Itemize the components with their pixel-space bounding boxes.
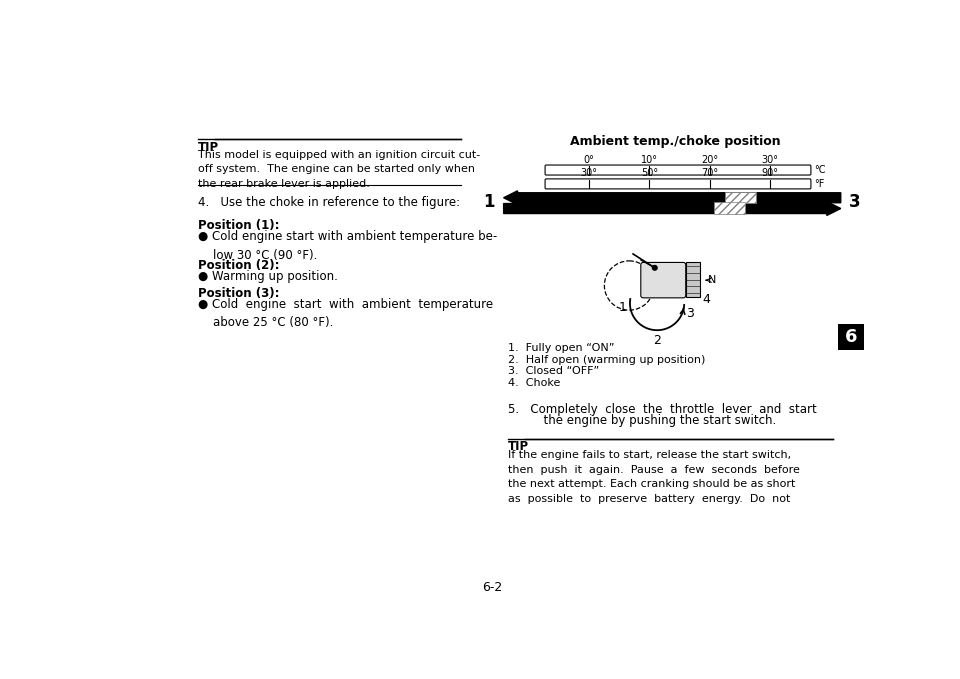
Text: 30°: 30° xyxy=(761,155,779,164)
Text: 10°: 10° xyxy=(641,155,658,164)
FancyBboxPatch shape xyxy=(641,262,685,298)
Text: 2.  Half open (warming up position): 2. Half open (warming up position) xyxy=(508,355,705,365)
Text: 6-2: 6-2 xyxy=(482,581,502,593)
Text: °C: °C xyxy=(814,165,826,175)
Text: 0°: 0° xyxy=(584,155,594,164)
Text: If the engine fails to start, release the start switch,
then  push  it  again.  : If the engine fails to start, release th… xyxy=(508,450,800,504)
Text: ● Cold  engine  start  with  ambient  temperature
    above 25 °C (80 °F).: ● Cold engine start with ambient tempera… xyxy=(198,298,492,329)
Text: 4.  Choke: 4. Choke xyxy=(508,378,560,388)
Text: This model is equipped with an ignition circuit cut-
off system.  The engine can: This model is equipped with an ignition … xyxy=(198,150,480,189)
Text: 5.   Completely  close  the  throttle  lever  and  start: 5. Completely close the throttle lever a… xyxy=(508,403,816,416)
Text: ● Cold engine start with ambient temperature be-
    low 30 °C (90 °F).: ● Cold engine start with ambient tempera… xyxy=(198,230,496,261)
Text: Ambient temp./choke position: Ambient temp./choke position xyxy=(569,135,780,149)
Text: N: N xyxy=(708,275,716,285)
Text: 3: 3 xyxy=(686,307,694,320)
Bar xyxy=(713,202,745,214)
Text: Position (1):: Position (1): xyxy=(198,219,279,232)
FancyBboxPatch shape xyxy=(545,179,811,189)
Text: 2: 2 xyxy=(653,334,661,347)
Text: °F: °F xyxy=(814,179,825,189)
Text: 30°: 30° xyxy=(581,168,597,179)
Text: 70°: 70° xyxy=(701,168,718,179)
Text: Position (2):: Position (2): xyxy=(198,259,279,272)
Text: Position (3):: Position (3): xyxy=(198,287,279,300)
Text: 1: 1 xyxy=(483,194,494,211)
Text: 3.  Closed “OFF”: 3. Closed “OFF” xyxy=(508,367,599,376)
FancyBboxPatch shape xyxy=(545,165,811,175)
FancyArrow shape xyxy=(504,191,841,204)
Bar xyxy=(838,324,864,350)
Bar xyxy=(685,262,700,297)
Text: 4.   Use the choke in reference to the figure:: 4. Use the choke in reference to the fig… xyxy=(198,196,460,209)
Text: 1: 1 xyxy=(618,301,627,314)
FancyArrow shape xyxy=(504,202,841,215)
Text: 3: 3 xyxy=(849,194,860,211)
Text: 90°: 90° xyxy=(761,168,779,179)
Text: TIP: TIP xyxy=(508,440,529,454)
Text: 50°: 50° xyxy=(640,168,658,179)
Text: the engine by pushing the start switch.: the engine by pushing the start switch. xyxy=(521,414,777,427)
Text: 20°: 20° xyxy=(701,155,718,164)
Circle shape xyxy=(653,265,657,270)
Text: 4: 4 xyxy=(702,293,709,306)
Text: TIP: TIP xyxy=(198,141,219,153)
Text: ● Warming up position.: ● Warming up position. xyxy=(198,270,337,283)
Text: 6: 6 xyxy=(845,328,857,346)
Bar xyxy=(725,191,756,203)
Text: 1.  Fully open “ON”: 1. Fully open “ON” xyxy=(508,344,614,353)
